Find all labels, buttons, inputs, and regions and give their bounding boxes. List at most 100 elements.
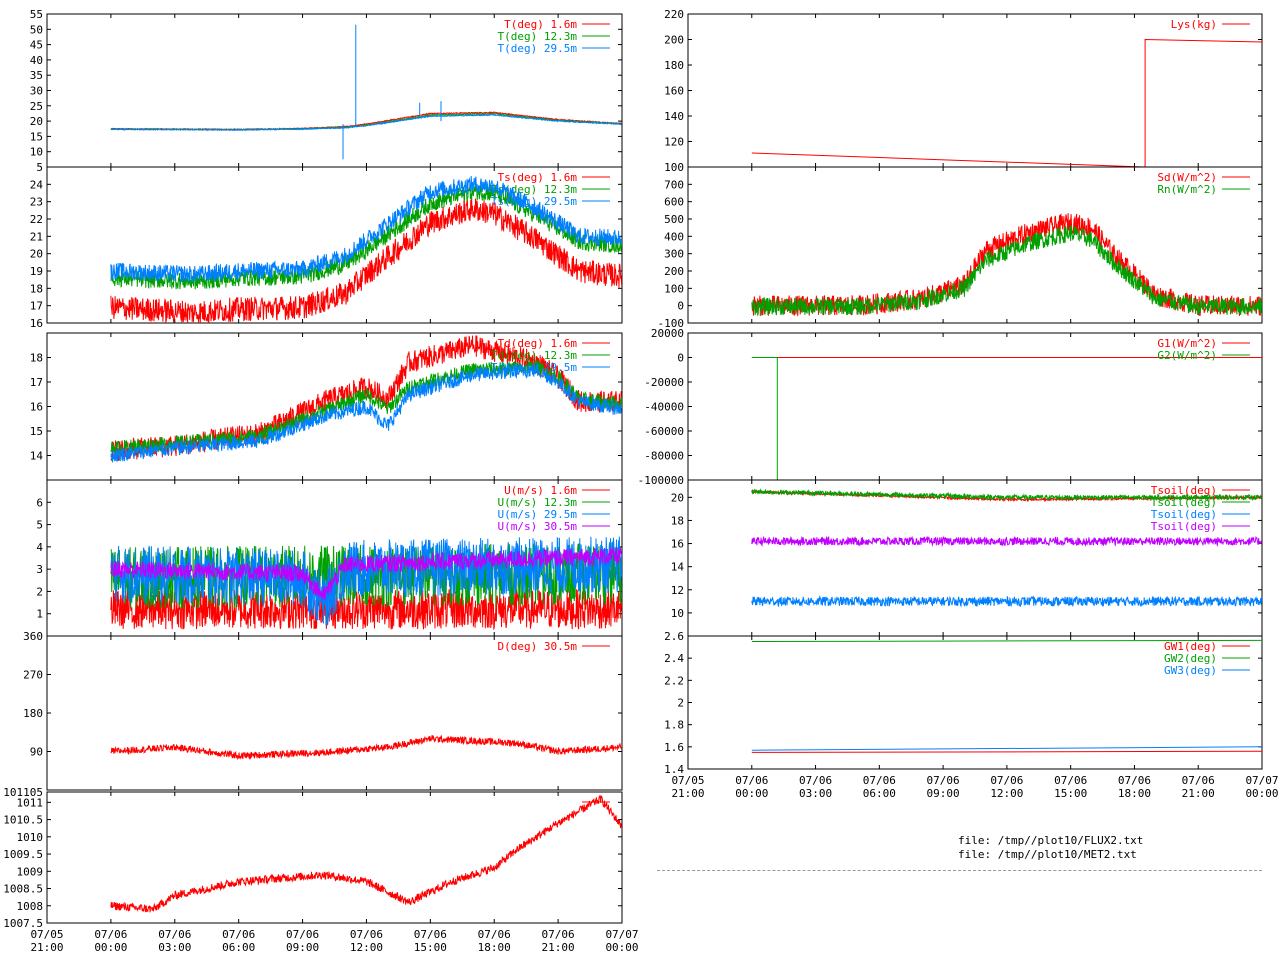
y-tick-label: 180 [23, 707, 43, 720]
x-tick-label: 18:00 [1118, 787, 1151, 800]
y-tick-label: 20 [671, 491, 684, 504]
y-tick-label: 1011 [17, 796, 44, 809]
series-line [110, 536, 623, 626]
legend-label: T(deg) 1.6m [504, 18, 577, 31]
y-tick-label: 10 [671, 607, 684, 620]
y-tick-label: 0 [677, 352, 684, 365]
legend-label: Tsoil(deg) [1151, 496, 1217, 509]
y-tick-label: 0 [677, 300, 684, 313]
y-tick-label: 600 [664, 196, 684, 209]
y-tick-label: 6 [36, 496, 43, 509]
y-tick-label: 400 [664, 230, 684, 243]
y-tick-label: 17 [30, 376, 43, 389]
plot-frame [687, 13, 1263, 168]
y-tick-label: 270 [23, 669, 43, 682]
divider [657, 870, 1262, 871]
y-tick-label: 1008 [17, 900, 44, 913]
y-tick-label: 35 [30, 69, 43, 82]
y-tick-label: 90 [30, 746, 43, 759]
y-tick-label: 19 [30, 265, 43, 278]
x-tick-label: 07/06 [542, 928, 575, 941]
y-tick-label: 18 [671, 514, 684, 527]
x-tick-label: 07/06 [799, 774, 832, 787]
x-tick-label: 07/06 [158, 928, 191, 941]
series-line [751, 746, 1263, 751]
x-tick-label: 06:00 [222, 941, 255, 954]
x-tick-label: 00:00 [94, 941, 127, 954]
x-tick-label: 07/06 [990, 774, 1023, 787]
chart-lys: 100 120 140 160 180 200 220 Lys(kg) [664, 8, 1263, 174]
y-tick-label: 5 [36, 161, 43, 174]
x-tick-label: 00:00 [1245, 787, 1278, 800]
series-line [751, 535, 1263, 548]
legend-label: GW3(deg) [1164, 664, 1217, 677]
y-tick-label: 14 [671, 561, 685, 574]
file-list: file: /tmp//plot10/FLUX2.txt file: /tmp/… [958, 834, 1143, 862]
y-tick-label: 1010.5 [3, 814, 43, 827]
series-line [751, 213, 1263, 317]
legend-label: Td(deg) 12.3m [491, 349, 577, 362]
y-tick-label: 18 [30, 352, 43, 365]
y-tick-label: 2 [36, 585, 43, 598]
legend-label: Tsoil(deg) [1151, 484, 1217, 497]
x-tick-label: 07/07 [605, 928, 638, 941]
y-tick-label: 12 [671, 584, 684, 597]
y-tick-label: 16 [671, 538, 684, 551]
y-tick-label: 1.6 [664, 741, 684, 754]
y-tick-label: 17 [30, 300, 43, 313]
y-tick-label: 20 [30, 115, 43, 128]
legend-label: U(m/s) 1.6m [504, 484, 577, 497]
series-line [751, 595, 1263, 608]
x-tick-label: 07/06 [286, 928, 319, 941]
y-tick-label: -20000 [644, 376, 684, 389]
plot-frame [687, 166, 1263, 324]
y-tick-label: 20 [30, 248, 43, 261]
x-tick-label: 07/07 [1245, 774, 1278, 787]
series-line [110, 795, 622, 913]
x-tick-label: 09:00 [927, 787, 960, 800]
y-tick-label: 180 [664, 59, 684, 72]
series-line [751, 639, 1263, 642]
plot-frame [46, 635, 623, 791]
x-tick-label: 12:00 [990, 787, 1023, 800]
x-tick-label: 03:00 [158, 941, 191, 954]
y-tick-label: 140 [664, 110, 684, 123]
legend-label: D(deg) 30.5m [498, 640, 578, 653]
legend-label: Ts(deg) 12.3m [491, 183, 577, 196]
x-tick-label: 07/05 [671, 774, 704, 787]
x-tick-label: 07/06 [1182, 774, 1215, 787]
y-tick-label: 40 [30, 54, 43, 67]
series-line [110, 734, 623, 761]
y-tick-label: -60000 [644, 425, 684, 438]
x-tick-label: 07/06 [94, 928, 127, 941]
y-tick-label: 1.4 [664, 763, 684, 776]
y-tick-label: 20000 [651, 327, 684, 340]
y-tick-label: 220 [664, 8, 684, 21]
y-tick-label: 300 [664, 248, 684, 261]
x-tick-label: 00:00 [735, 787, 768, 800]
y-tick-label: 14 [30, 450, 44, 463]
y-tick-label: 360 [23, 630, 43, 643]
legend-label: Lys(kg) [1171, 18, 1217, 31]
legend-label: G1(W/m^2) [1157, 337, 1217, 350]
y-tick-label: 23 [30, 196, 43, 209]
y-tick-label: 2.6 [664, 630, 684, 643]
y-tick-label: 2.4 [664, 652, 684, 665]
x-tick-label: 21:00 [542, 941, 575, 954]
y-tick-label: 45 [30, 39, 43, 52]
series-line [751, 488, 1263, 502]
x-tick-label: 07/06 [414, 928, 447, 941]
x-tick-label: 07/06 [735, 774, 768, 787]
chart-t: 5 10 15 20 25 30 35 40 45 50 55 T(deg) 1.6mT(deg) 1… [30, 8, 623, 174]
y-tick-label: 1010 [17, 831, 44, 844]
x-tick-label: 07/06 [927, 774, 960, 787]
y-tick-label: 1008.5 [3, 883, 43, 896]
series-line [110, 588, 623, 631]
x-tick-label: 21:00 [1182, 787, 1215, 800]
legend-label: U(m/s) 30.5m [498, 520, 578, 533]
legend-label: Tsoil(deg) [1151, 520, 1217, 533]
series-line [110, 363, 623, 463]
